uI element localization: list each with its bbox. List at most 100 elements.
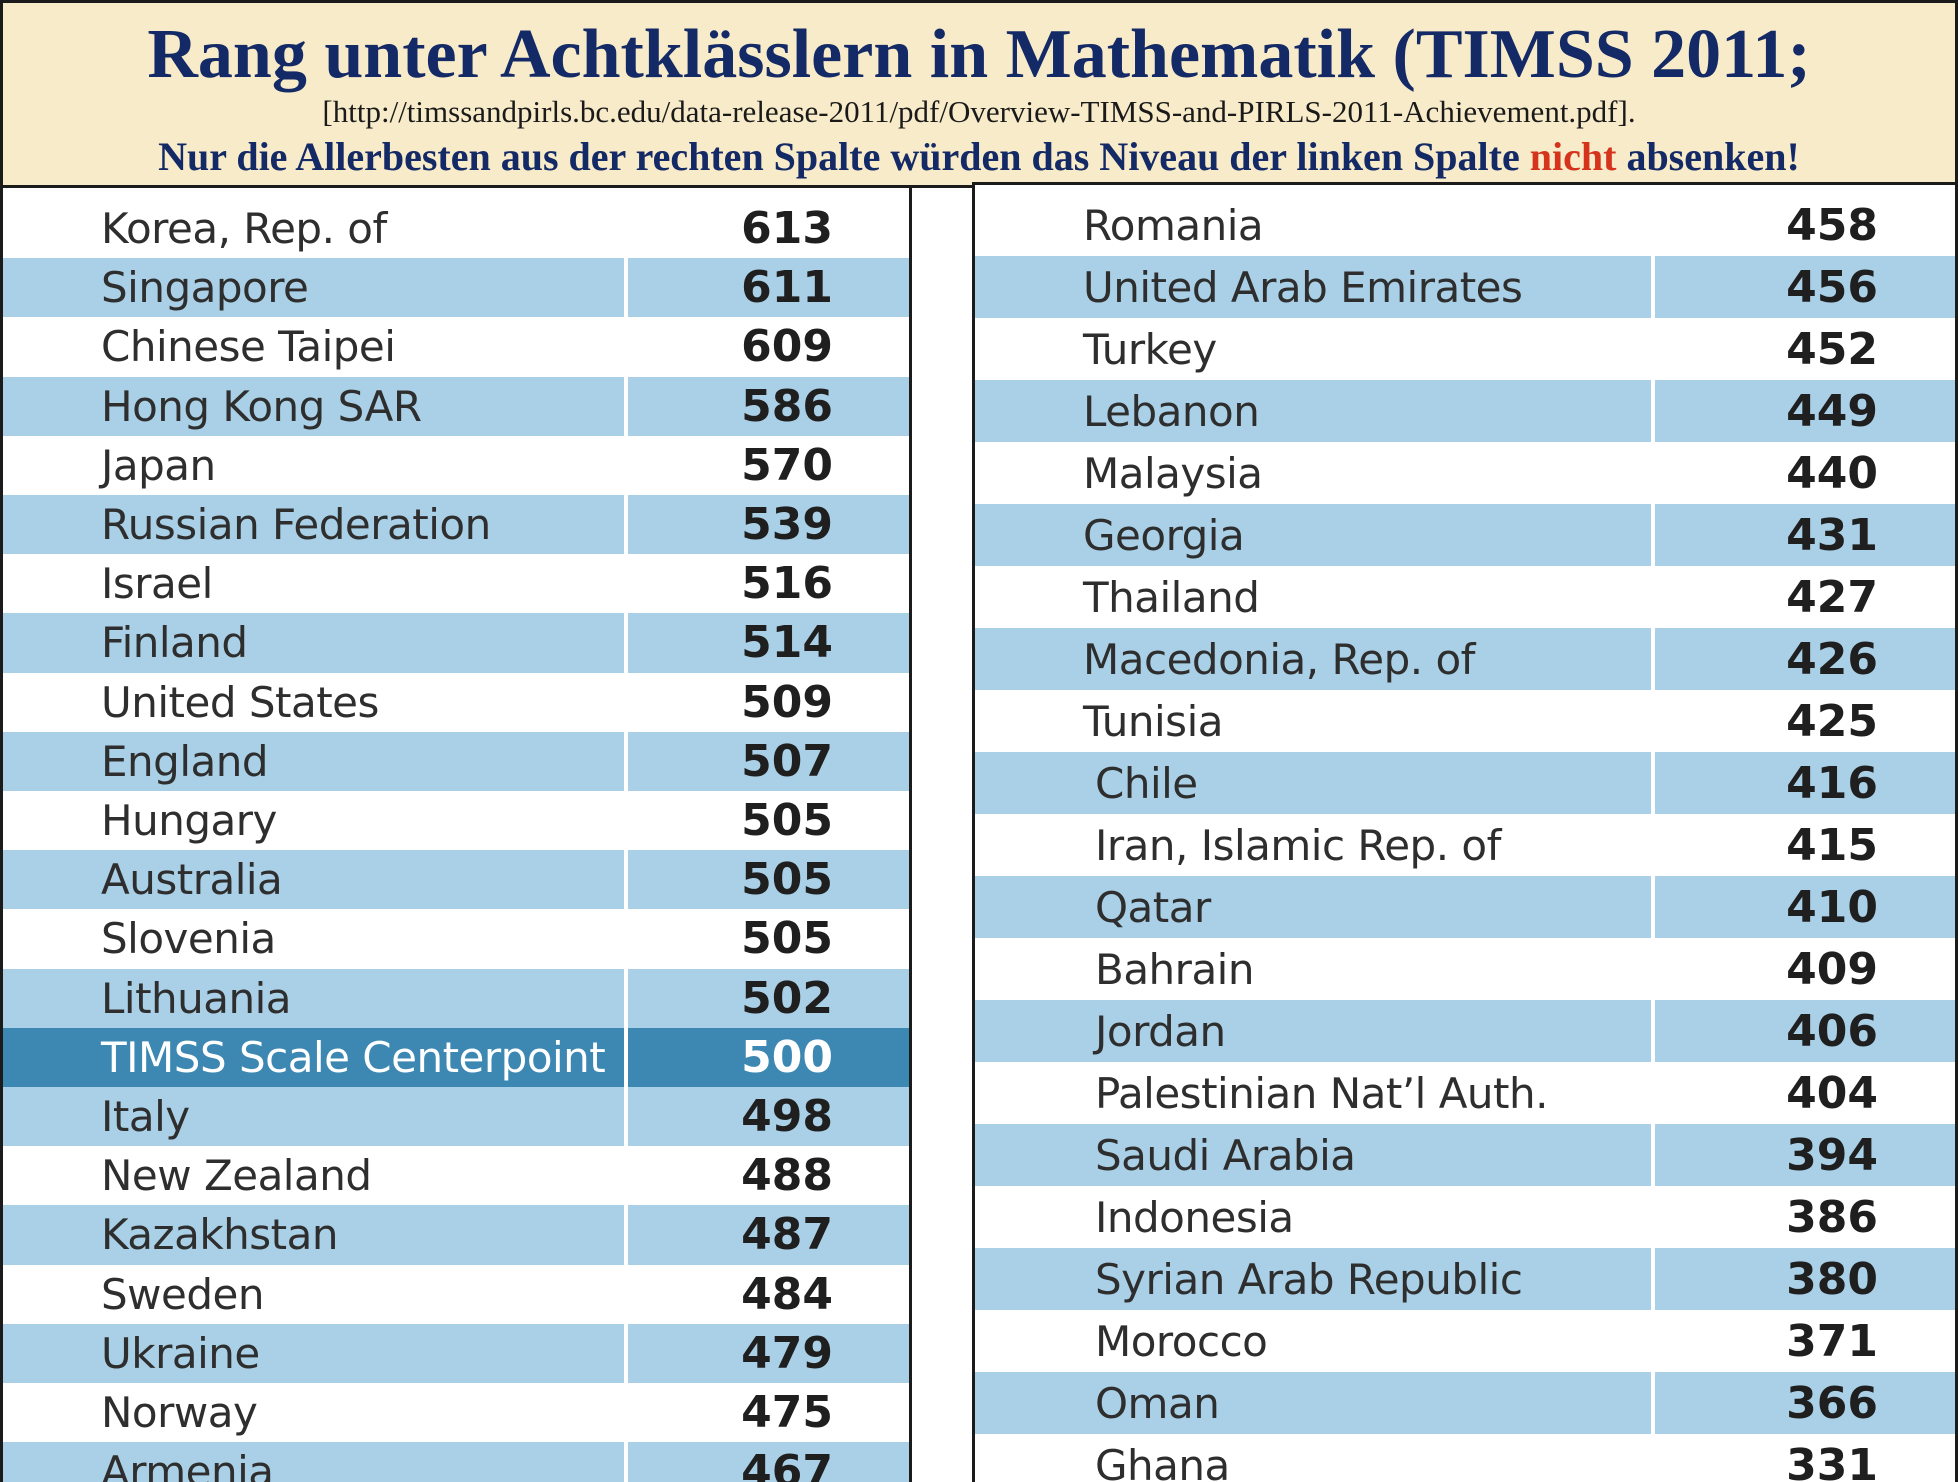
table-row: Armenia 467 [3, 1442, 909, 1482]
subtitle-text-end: absenken! [1616, 134, 1800, 179]
country-name: Morocco [1095, 1316, 1268, 1366]
cell-divider [624, 731, 628, 791]
score-value: 449 [1786, 385, 1878, 437]
table-row: Turkey 452 [975, 318, 1955, 380]
table-row: Lithuania 502 [3, 968, 909, 1028]
country-name: Lebanon [1083, 386, 1260, 436]
table-row: Sweden 484 [3, 1265, 909, 1324]
country-name: Armenia [101, 1447, 274, 1482]
score-value: 409 [1786, 943, 1878, 995]
score-value: 514 [741, 617, 833, 669]
score-value: 427 [1786, 571, 1878, 623]
table-row: Russian Federation 539 [3, 495, 909, 555]
table-row: Ukraine 479 [3, 1323, 909, 1383]
score-value: 539 [741, 499, 833, 551]
left-ranking-table: Korea, Rep. of 613 Singapore 611 Chinese Tai… [0, 185, 912, 1482]
score-value: 613 [741, 203, 833, 255]
score-value: 404 [1786, 1067, 1878, 1119]
country-name: United States [101, 677, 379, 727]
table-row: Hong Kong SAR 586 [3, 376, 909, 436]
table-row: Qatar 410 [975, 876, 1955, 938]
table-row: Macedonia, Rep. of 426 [975, 628, 1955, 690]
country-name: Iran, Islamic Rep. of [1095, 820, 1501, 870]
table-row: Finland 514 [3, 613, 909, 673]
header-banner: Rang unter Achtklässlern in Mathematik (… [0, 0, 1958, 188]
cell-divider [1651, 752, 1655, 814]
score-value: 456 [1786, 261, 1878, 313]
country-name: Turkey [1083, 324, 1217, 374]
table-row: Malaysia 440 [975, 442, 1955, 504]
table-row: England 507 [3, 731, 909, 791]
country-name: Norway [101, 1388, 258, 1438]
table-row: Oman 366 [975, 1372, 1955, 1434]
country-name: Syrian Arab Republic [1095, 1254, 1523, 1304]
country-name: Australia [101, 855, 283, 905]
country-name: Hungary [101, 796, 277, 846]
centerpoint-row: TIMSS Scale Centerpoint 500 [3, 1027, 909, 1087]
score-value: 611 [741, 262, 833, 314]
country-name: TIMSS Scale Centerpoint [101, 1032, 606, 1082]
table-row: Singapore 611 [3, 258, 909, 318]
country-name: Ghana [1095, 1440, 1230, 1482]
score-value: 475 [741, 1387, 833, 1439]
country-name: Lithuania [101, 973, 292, 1023]
score-value: 505 [741, 854, 833, 906]
cell-divider [1651, 1372, 1655, 1434]
score-value: 509 [741, 676, 833, 728]
country-name: Slovenia [101, 914, 276, 964]
subtitle-text-start: Nur die Allerbesten aus der rechten Spal… [158, 134, 1530, 179]
country-name: Indonesia [1095, 1192, 1294, 1242]
cell-divider [1651, 1000, 1655, 1062]
table-row: Korea, Rep. of 613 [3, 199, 909, 258]
table-row: Kazakhstan 487 [3, 1205, 909, 1265]
country-name: Chile [1095, 758, 1198, 808]
cell-divider [624, 1442, 628, 1482]
score-value: 516 [741, 558, 833, 610]
score-value: 440 [1786, 447, 1878, 499]
country-name: Ukraine [101, 1328, 260, 1378]
cell-divider [624, 850, 628, 910]
source-citation: [http://timssandpirls.bc.edu/data-releas… [322, 94, 1636, 129]
score-value: 386 [1786, 1191, 1878, 1243]
country-name: United Arab Emirates [1083, 262, 1523, 312]
country-name: Finland [101, 618, 248, 668]
country-name: Qatar [1095, 882, 1211, 932]
cell-divider [1651, 1248, 1655, 1310]
cell-divider [1651, 628, 1655, 690]
score-value: 479 [741, 1327, 833, 1379]
cell-divider [1651, 256, 1655, 318]
cell-divider [1651, 1124, 1655, 1186]
table-row: United States 509 [3, 673, 909, 732]
table-row: Thailand 427 [975, 566, 1955, 628]
score-value: 500 [741, 1031, 833, 1083]
table-row: New Zealand 488 [3, 1146, 909, 1205]
country-name: Palestinian Nat’l Auth. [1095, 1068, 1548, 1118]
score-value: 507 [741, 735, 833, 787]
subtitle: Nur die Allerbesten aus der rechten Spal… [3, 133, 1955, 181]
country-name: New Zealand [101, 1151, 372, 1201]
table-row: Japan 570 [3, 436, 909, 495]
score-value: 425 [1786, 695, 1878, 747]
score-value: 431 [1786, 509, 1878, 561]
score-value: 458 [1786, 199, 1878, 251]
country-name: Japan [101, 440, 216, 490]
score-value: 331 [1786, 1439, 1878, 1482]
table-row: Jordan 406 [975, 1000, 1955, 1062]
cell-divider [624, 376, 628, 436]
table-row: Chile 416 [975, 752, 1955, 814]
country-name: Romania [1083, 200, 1264, 250]
subtitle-highlight: nicht [1529, 134, 1617, 179]
score-value: 406 [1786, 1005, 1878, 1057]
table-row: Italy 498 [3, 1087, 909, 1147]
table-row: Morocco 371 [975, 1310, 1955, 1372]
country-name: Georgia [1083, 510, 1245, 560]
country-name: Hong Kong SAR [101, 381, 422, 431]
table-row: Tunisia 425 [975, 690, 1955, 752]
table-row: Romania 458 [975, 194, 1955, 256]
score-value: 505 [741, 913, 833, 965]
score-value: 415 [1786, 819, 1878, 871]
cell-divider [1651, 504, 1655, 566]
country-name: Thailand [1083, 572, 1260, 622]
table-row: Chinese Taipei 609 [3, 317, 909, 376]
cell-divider [624, 613, 628, 673]
